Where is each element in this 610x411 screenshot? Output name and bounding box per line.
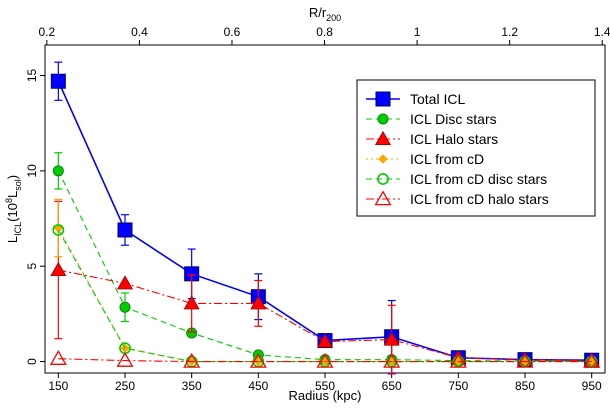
legend-label: ICL from cD <box>410 151 484 167</box>
top-tick-label: 1 <box>414 25 421 39</box>
marker-triangle <box>50 261 67 277</box>
x-tick-label: 250 <box>115 379 135 393</box>
y-tick-label: 5 <box>25 263 39 270</box>
marker-triangle <box>250 295 267 310</box>
legend-entry: ICL Halo stars <box>366 130 498 147</box>
series-layer <box>49 61 601 375</box>
marker-triangle <box>116 275 134 290</box>
left-axis: 0 5 10 15 <box>25 69 45 365</box>
legend-entry: ICL from cD halo stars <box>366 190 549 207</box>
marker-open-triangle <box>316 352 334 368</box>
marker-open-triangle <box>249 352 267 368</box>
marker-square <box>50 73 66 89</box>
marker-open-triangle <box>49 350 67 365</box>
marker-square <box>375 91 391 107</box>
x-tick-label: 950 <box>582 379 602 393</box>
marker-circle <box>119 301 131 313</box>
marker-open-triangle <box>516 352 534 368</box>
top-axis: 0.2 0.4 0.6 0.8 1 1.2 1.4 <box>39 25 610 45</box>
top-tick-label: 0.4 <box>131 25 148 39</box>
x-tick-label: 550 <box>315 379 335 393</box>
legend-label: ICL Halo stars <box>410 131 498 147</box>
marker-open-triangle <box>583 352 601 368</box>
x-tick-label: 450 <box>248 379 268 393</box>
legend-entry: Total ICL <box>366 91 465 107</box>
top-tick-label: 1.4 <box>594 25 610 39</box>
x-tick-label: 150 <box>48 379 68 393</box>
series-5 <box>49 350 601 368</box>
x-axis-title: Radius (kpc) <box>289 388 362 403</box>
marker-triangle <box>183 295 200 310</box>
series-line <box>58 269 592 362</box>
top-tick-label: 0.2 <box>39 25 56 39</box>
marker-square <box>117 222 133 238</box>
marker-circle <box>52 165 64 177</box>
legend-entry: ICL Disc stars <box>366 111 497 127</box>
marker-triangle <box>316 333 334 348</box>
top-axis-title: R/r200 <box>309 5 341 23</box>
legend-label: Total ICL <box>410 91 465 107</box>
x-tick-label: 850 <box>515 379 535 393</box>
marker-open-triangle <box>374 190 392 206</box>
legend-label: ICL Disc stars <box>410 111 497 127</box>
x-tick-label: 350 <box>182 379 202 393</box>
y-tick-label: 10 <box>25 164 39 178</box>
marker-open-triangle <box>116 351 134 367</box>
marker-open-triangle <box>449 352 467 368</box>
top-tick-label: 0.8 <box>316 25 333 39</box>
marker-triangle <box>383 331 400 346</box>
top-tick-label: 0.6 <box>224 25 241 39</box>
legend-entry: ICL from cD disc stars <box>366 171 547 187</box>
marker-circle <box>377 113 389 125</box>
y-tick-label: 0 <box>25 358 39 365</box>
x-tick-label: 650 <box>382 379 402 393</box>
legend-box <box>356 79 596 217</box>
y-tick-label: 15 <box>25 69 39 83</box>
marker-diamond <box>378 154 388 164</box>
marker-open-circle <box>52 224 65 236</box>
legend-label: ICL from cD halo stars <box>410 191 549 207</box>
legend-label: ICL from cD disc stars <box>410 171 547 187</box>
series-line <box>58 358 592 363</box>
legend: Total ICL ICL Disc stars ICL Halo stars ICL… <box>356 79 596 217</box>
bottom-axis: 150 250 350 450 550 650 750 850 950 <box>48 373 602 393</box>
y-axis-title: LICL(108Lsol) <box>4 175 23 243</box>
marker-open-triangle <box>383 352 401 368</box>
marker-open-triangle <box>183 352 201 368</box>
legend-entry: ICL from cD <box>366 151 484 167</box>
top-tick-label: 1.2 <box>501 25 518 39</box>
marker-open-circle <box>377 173 389 185</box>
marker-triangle <box>374 130 392 146</box>
x-tick-label: 750 <box>448 379 468 393</box>
